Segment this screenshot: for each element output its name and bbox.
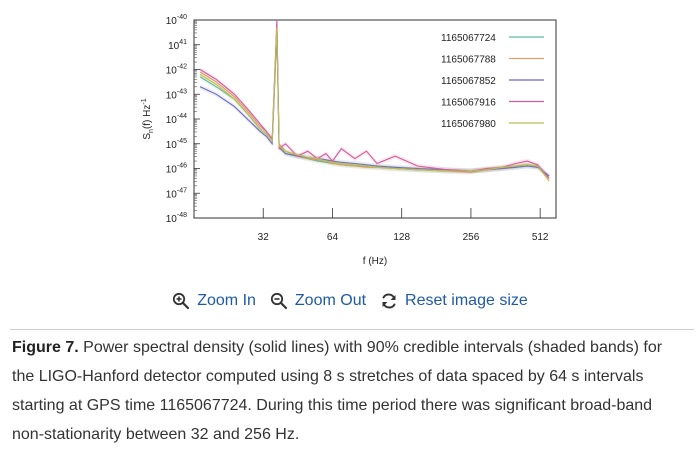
zoom-out-icon	[270, 292, 288, 310]
series-band	[200, 17, 550, 181]
x-tick-label: 64	[327, 232, 339, 243]
y-tick-label: 10-40	[166, 14, 187, 27]
x-tick-label: 256	[463, 232, 480, 243]
image-toolbar: Zoom In Zoom Out Reset image size	[0, 288, 700, 314]
zoom-out-label: Zoom Out	[294, 292, 367, 309]
y-tick-label: 10-45	[166, 138, 187, 151]
x-tick-label: 128	[393, 232, 410, 243]
caption-label: Figure 7.	[12, 339, 79, 356]
x-axis-label: f (Hz)	[363, 256, 387, 267]
refresh-icon	[382, 293, 396, 309]
figure-caption: Figure 7. Power spectral density (solid …	[12, 333, 688, 449]
psd-chart: 10-40 1041 10-42 10-43 10-44 10-45 10-46 10-47 1…	[141, 14, 557, 267]
series-line	[199, 32, 550, 177]
series-line	[199, 19, 550, 179]
y-tick-label: 10-46	[166, 163, 187, 176]
y-tick-label: 10-48	[166, 212, 187, 225]
zoom-in-label: Zoom In	[197, 292, 256, 309]
y-axis-label: Sn(f) Hz-1	[141, 98, 155, 139]
caption-text: Power spectral density (solid lines) wit…	[12, 339, 663, 443]
legend-label: 1165067852	[441, 76, 496, 87]
legend-label: 1165067724	[441, 33, 496, 44]
y-tick-label: 1041	[168, 39, 187, 52]
series-line	[199, 24, 550, 177]
series-line	[199, 22, 550, 179]
series-band	[200, 20, 550, 181]
y-tick-label: 10-44	[166, 113, 187, 126]
y-tick-label: 10-43	[166, 88, 187, 101]
caption-divider	[10, 329, 694, 330]
psd-figure: 10-40 1041 10-42 10-43 10-44 10-45 10-46 10-47 1…	[141, 14, 557, 267]
reset-image-size-button[interactable]: Reset image size	[380, 292, 528, 310]
reset-image-size-label: Reset image size	[405, 292, 528, 309]
legend-label: 1165067788	[441, 55, 496, 66]
series-band	[200, 22, 550, 179]
zoom-in-icon	[173, 292, 190, 310]
series-line	[199, 27, 550, 182]
legend-label: 1165067916	[441, 98, 496, 109]
zoom-in-button[interactable]: Zoom In	[172, 292, 256, 310]
zoom-out-button[interactable]: Zoom Out	[270, 292, 366, 310]
x-tick-label: 512	[532, 232, 549, 243]
series-band	[200, 24, 550, 184]
series-band	[200, 29, 550, 179]
legend-label: 1165067980	[441, 119, 496, 130]
y-tick-label: 10-47	[166, 187, 187, 200]
y-tick-label: 10-42	[166, 64, 187, 77]
x-tick-label: 32	[258, 232, 270, 243]
